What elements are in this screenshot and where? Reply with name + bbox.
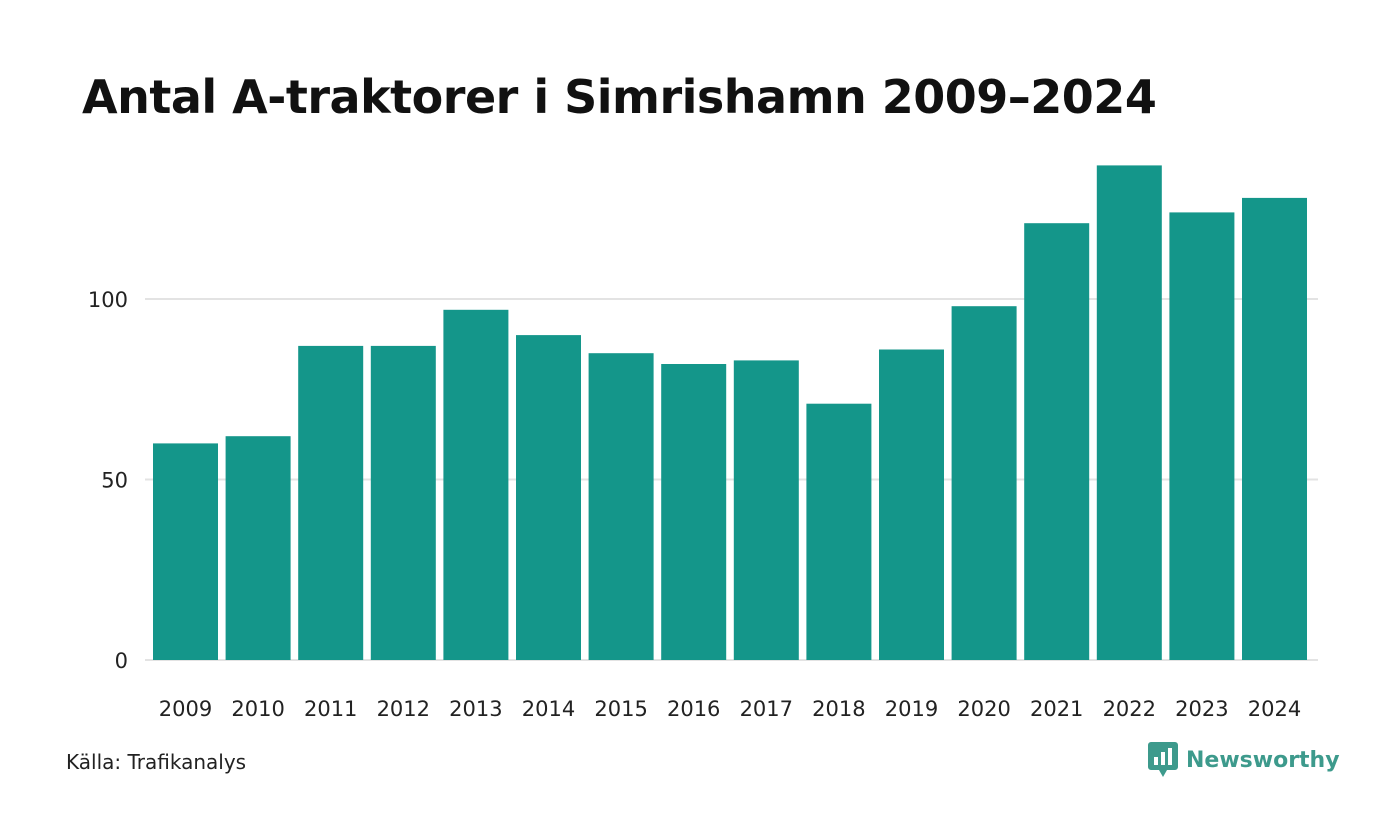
newsworthy-logo-icon <box>1148 742 1178 777</box>
bar-2018[interactable] <box>806 403 872 660</box>
bar-2012[interactable] <box>370 345 436 660</box>
x-tick-label: 2019 <box>885 697 938 721</box>
chart-title: Antal A-traktorer i Simrishamn 2009–2024 <box>82 70 1157 124</box>
bar-2017[interactable] <box>733 360 799 660</box>
y-tick-label: 100 <box>88 288 128 312</box>
bar-2019[interactable] <box>879 349 944 661</box>
y-tick-label: 50 <box>101 469 128 493</box>
x-tick-label: 2016 <box>667 697 720 721</box>
x-tick-labels: 2009 2010 2011 2012 2013 2014 2015 2016 2017 2018… <box>159 697 1301 721</box>
x-tick-label: 2010 <box>231 697 284 721</box>
bar-2009[interactable] <box>153 443 218 660</box>
x-tick-label: 2009 <box>159 697 212 721</box>
y-tick-labels: 0 50 100 <box>88 288 128 673</box>
bar-2024[interactable] <box>1242 197 1307 660</box>
bar-2015[interactable] <box>588 353 654 660</box>
source-note: Källa: Trafikanalys <box>66 750 247 774</box>
bar-2016[interactable] <box>661 364 727 660</box>
x-tick-label: 2020 <box>957 697 1010 721</box>
bar-2010[interactable] <box>225 436 291 660</box>
bar-2011[interactable] <box>298 345 364 660</box>
x-tick-label: 2023 <box>1175 697 1228 721</box>
x-tick-label: 2018 <box>812 697 865 721</box>
x-tick-label: 2021 <box>1030 697 1083 721</box>
bar-2022[interactable] <box>1096 165 1162 660</box>
bar-2020[interactable] <box>951 306 1017 660</box>
x-tick-label: 2015 <box>594 697 647 721</box>
bar-2021[interactable] <box>1024 223 1090 660</box>
brand-logo[interactable]: Newsworthy <box>1148 742 1340 778</box>
x-tick-label: 2022 <box>1103 697 1156 721</box>
bar-2013[interactable] <box>443 309 509 660</box>
x-tick-label: 2024 <box>1248 697 1301 721</box>
bar-2014[interactable] <box>516 335 581 660</box>
brand-name: Newsworthy <box>1186 747 1340 773</box>
x-tick-label: 2012 <box>377 697 430 721</box>
bars <box>153 165 1307 660</box>
x-tick-label: 2011 <box>304 697 357 721</box>
bar-2023[interactable] <box>1169 212 1235 660</box>
x-tick-label: 2014 <box>522 697 575 721</box>
x-tick-label: 2017 <box>740 697 793 721</box>
y-tick-label: 0 <box>115 649 128 673</box>
x-tick-label: 2013 <box>449 697 502 721</box>
